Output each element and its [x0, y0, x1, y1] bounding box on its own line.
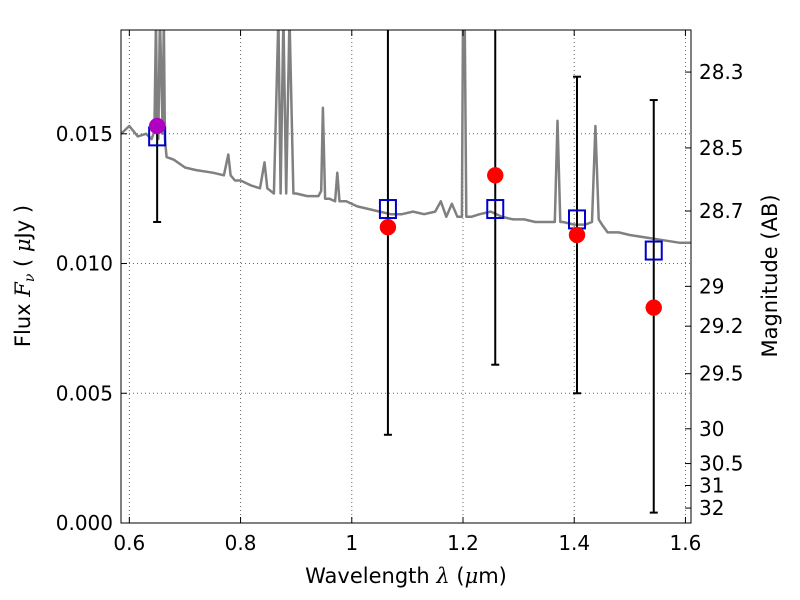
y-axis-label: Flux Fν ( μJy ) [11, 205, 38, 347]
ticks: 0.6 0.8 1 1.2 1.4 1.6 0.000 0.005 0.010 0.015 28.3… [56, 30, 744, 555]
x-tick-label: 1.4 [558, 531, 590, 555]
observed-flux-marker [379, 218, 397, 236]
observed-flux-marker [148, 117, 166, 135]
observed-flux-marker [645, 299, 662, 316]
y-tick-label: 0.000 [56, 511, 113, 535]
model-band-marker [486, 199, 505, 220]
y2-tick-label: 29.5 [699, 362, 744, 386]
y2-tick-label: 30 [699, 417, 724, 441]
plot-background [121, 30, 691, 523]
y2-axis-label: Magnitude (AB) [758, 194, 782, 357]
y2-tick-label: 32 [699, 496, 724, 520]
model-band-marker [644, 240, 663, 261]
y2-tick-label: 29.2 [699, 314, 744, 338]
y2-tick-label: 29 [699, 274, 724, 298]
y2-tick-label: 31 [699, 473, 724, 497]
y-tick-label: 0.010 [56, 252, 113, 276]
x-tick-label: 0.8 [225, 531, 257, 555]
plot-area [121, 30, 691, 514]
y2-tick-label: 28.7 [699, 199, 744, 223]
y-tick-label: 0.005 [56, 381, 113, 405]
y2-tick-label: 28.5 [699, 136, 744, 160]
x-tick-label: 1 [345, 531, 358, 555]
y2-tick-label: 30.5 [699, 452, 744, 476]
x-axis-label: Wavelength λ (μm) [305, 564, 507, 588]
model-band-marker [378, 199, 397, 220]
model-spectrum-line [121, 30, 691, 245]
x-tick-label: 0.6 [113, 531, 145, 555]
plot-frame [120, 29, 692, 524]
observed-flux-marker [568, 226, 586, 244]
y2-tick-label: 28.3 [699, 60, 744, 84]
x-tick-label: 1.2 [447, 531, 479, 555]
x-tick-label: 1.6 [670, 531, 702, 555]
y-tick-label: 0.015 [56, 122, 113, 146]
observed-flux-marker [487, 167, 504, 184]
